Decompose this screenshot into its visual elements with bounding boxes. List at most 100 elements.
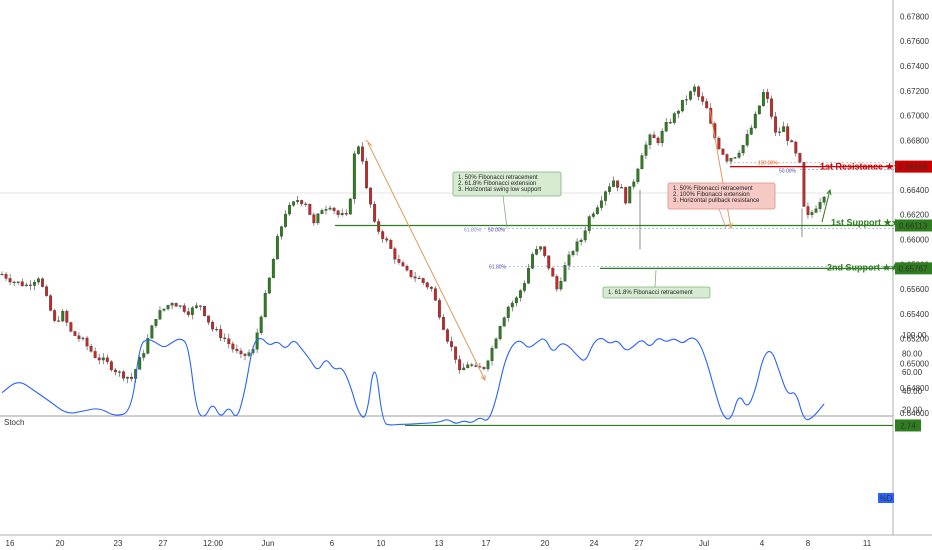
candle-body [587,216,591,231]
candle-body [705,101,709,109]
candle-body [818,202,822,209]
candle-body [49,295,53,311]
candle-body [401,262,405,267]
candle-body [425,282,429,288]
candle-body [814,208,818,213]
time-tick-label: Jun [262,539,275,548]
candle-body [527,268,530,284]
candle-body [543,246,547,256]
candle-body [798,153,802,163]
candle-body [753,113,757,129]
time-tick-label: Jul [699,539,709,548]
candle-body [810,212,814,215]
candle-body [774,116,777,133]
candle-body [656,137,660,144]
stoch-tick-label: 80.00 [902,350,923,359]
candle-body [559,281,563,290]
candle-body [389,240,393,249]
candle-body [595,207,599,214]
candle-body [405,265,409,271]
candle-body [215,328,219,331]
candle-body [85,337,89,347]
candle-body [320,210,324,214]
price-tick-label: 0.64800 [900,384,929,393]
price-tag-value: 0.66113 [899,221,928,230]
candle-body [802,162,806,207]
annotation-pointer [718,208,727,229]
candle-body [69,322,73,332]
candle-body [539,246,543,250]
price-tick-label: 0.67000 [900,112,929,121]
candle-body [312,214,316,224]
candle-body [247,352,251,356]
candle-body [182,305,186,312]
candle-body [672,113,676,123]
candle-body [186,311,190,315]
candle-body [676,110,680,114]
price-tick-label: 0.64600 [900,409,929,418]
annotation-line: 3. Horizontal pullback resistance [673,198,760,204]
candle-body [717,137,721,150]
candle-body [648,134,652,146]
candle-body [97,357,101,361]
candle-body [223,337,227,339]
trend-arrow-tail [365,139,373,147]
candle-body [421,278,425,283]
candle-body [745,134,749,146]
candle-body [450,341,453,347]
candle-body [693,86,696,92]
candle-body [385,238,389,241]
candle-body [348,198,352,215]
candle-body [486,360,490,370]
candle-body [288,205,291,215]
time-tick-label: 20 [541,539,550,548]
time-tick-label: 24 [590,539,599,548]
candle-body [138,357,142,370]
candle-body [591,213,595,217]
candle-body [433,288,437,301]
candle-body [725,154,729,162]
candle-body [616,180,620,188]
candle-body [535,249,539,255]
candle-body [365,161,368,189]
candle-body [794,141,798,154]
candle-body [757,105,761,115]
candle-body [344,213,348,215]
candle-body [458,359,462,371]
candle-body [689,91,692,100]
candle-body [608,186,611,192]
candle-body [575,241,579,252]
annotation-background [667,182,776,210]
time-tick-label: 12:00 [203,539,224,548]
price-tick-label: 0.66800 [900,136,929,145]
candle-body [126,376,129,379]
candle-body [397,259,401,263]
time-tick-label: 23 [114,539,123,548]
stoch-d-tag [878,493,894,503]
candle-body [162,308,166,311]
candle-body [498,326,502,340]
candle-body [356,146,360,154]
time-tick-label: 17 [482,539,491,548]
candle-body [292,201,296,206]
candle-body [697,86,701,97]
candle-body [474,365,478,367]
candle-body [628,186,632,204]
candle-body [263,293,267,318]
candle-body [150,325,154,339]
candle-body [300,200,304,205]
candle-body [514,297,518,304]
candle-body [227,338,231,345]
candle-body [101,357,105,361]
trend-arrow [367,142,486,381]
candle-body [466,364,470,369]
candle-body [502,317,506,327]
candle-body [778,131,782,133]
stoch-d-tag-text: %D [880,494,893,503]
candle-body [454,346,458,360]
price-tick-label: 0.67600 [900,37,929,46]
price-tag [895,219,932,232]
candle-body [336,210,340,215]
candle-body [733,157,737,159]
